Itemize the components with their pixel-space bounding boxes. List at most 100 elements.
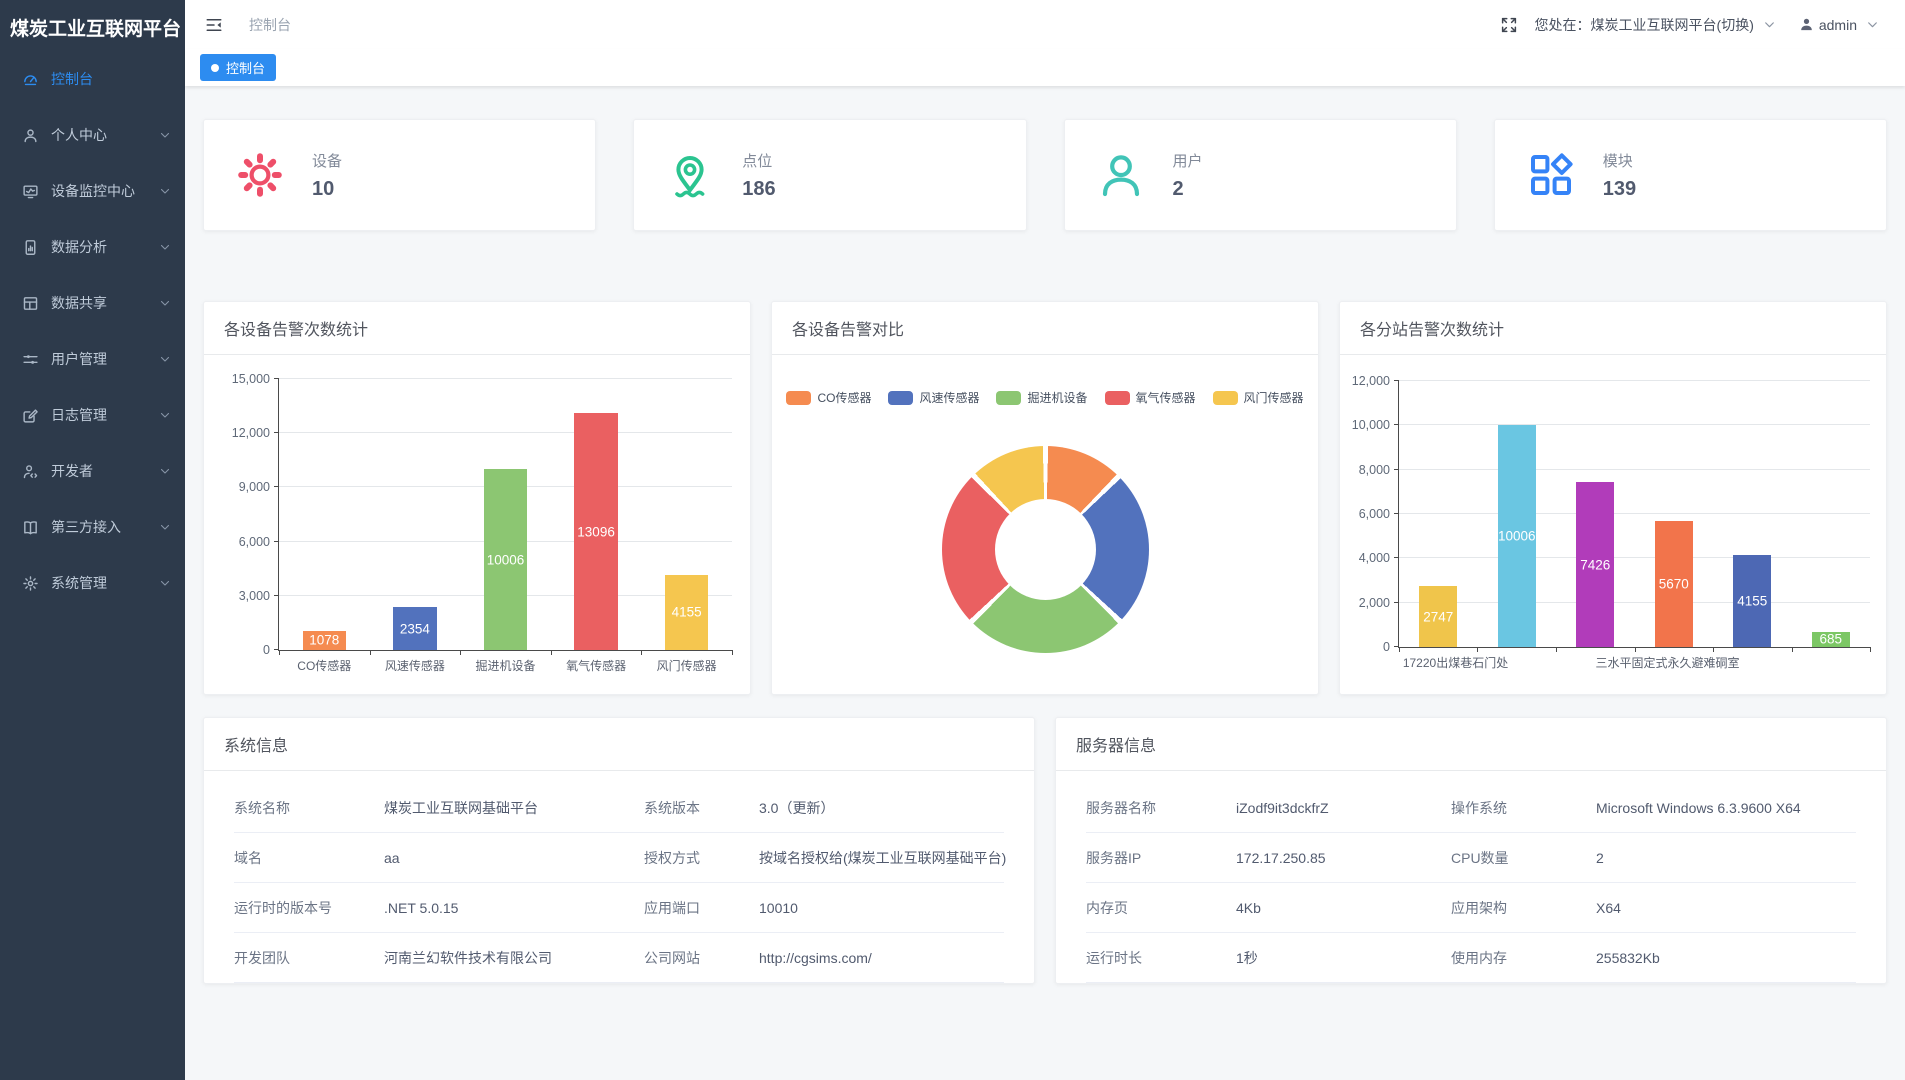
sidebar-item-developer[interactable]: 开发者 [0, 443, 185, 499]
y-axis-label: 4,000 [1358, 551, 1390, 566]
legend-label: 风门传感器 [1243, 391, 1304, 405]
info-table-row: 运行时的版本号 .NET 5.0.15 应用端口 10010 [234, 883, 1004, 933]
axis-group-label: 17220出煤巷石门处 [1402, 656, 1509, 670]
sidebar-item-personal[interactable]: 个人中心 [0, 107, 185, 163]
gridline [1399, 424, 1870, 426]
info-row: 系统信息 系统名称 煤炭工业互联网基础平台 系统版本 3.0（更新） 域名 aa 授权方式 按… [203, 717, 1887, 984]
topbar: 控制台 您处在：煤炭工业互联网平台(切换) admin [185, 0, 1905, 49]
sidebar-item-device-monitor[interactable]: 设备监控中心 [0, 163, 185, 219]
info-label: 公司网站 [644, 949, 700, 966]
x-axis-tick [550, 650, 552, 655]
sidebar-item-data-share[interactable]: 数据共享 [0, 275, 185, 331]
breadcrumb[interactable]: 控制台 [249, 16, 291, 33]
stat-value: 139 [1602, 177, 1637, 200]
sidebar-item-user-manage[interactable]: 用户管理 [0, 331, 185, 387]
info-value: .NET 5.0.15 [384, 899, 459, 916]
axis-category-label: 掘进机设备 [475, 659, 536, 673]
stat-label: 模块 [1602, 152, 1633, 170]
legend-item-4[interactable]: 氧气传感器 [1104, 389, 1196, 406]
sidebar-item-data-analysis[interactable]: 数据分析 [0, 219, 185, 275]
bar-slot: 2747 [1399, 381, 1478, 647]
chevron-down-icon [159, 241, 171, 253]
chart-row: 各设备告警次数统计 0 3,000 6,000 9,000 12,000 15,000 10… [203, 301, 1887, 695]
legend-item-5[interactable]: 风门传感器 [1212, 389, 1304, 406]
info-value: aa [384, 849, 400, 866]
bar-plot: 0 2,000 4,000 6,000 8,000 10,000 12,000 2747 100… [1352, 374, 1871, 670]
device-alarm-count-chart-card: 各设备告警次数统计 0 3,000 6,000 9,000 12,000 15,000 10… [203, 301, 751, 695]
info-label: 域名 [234, 849, 262, 866]
axis-category-label: CO传感器 [297, 659, 352, 673]
y-axis-tick [1394, 380, 1399, 381]
bar-slot: 13096 [551, 379, 642, 650]
sidebar-item-label: 数据分析 [51, 239, 107, 255]
dev-person-icon [22, 463, 39, 480]
bar-value-label: 4155 [1737, 593, 1768, 609]
bar-value-label: 1078 [309, 632, 340, 648]
chevron-down-icon[interactable] [1866, 18, 1879, 31]
topbar-right: 您处在：煤炭工业互联网平台(切换) admin [1500, 15, 1879, 35]
gridline [279, 378, 732, 379]
y-axis-label: 12,000 [1351, 374, 1390, 388]
device-alarm-donut-chart: CO传感器 风速传感器 掘进机设备 氧气传感器 风门传感器 [772, 355, 1318, 695]
sidebar: 煤炭工业互联网平台 控制台 个人中心 设备监控中心 数据分析 数据共享 用户管理 日志管理开… [0, 0, 185, 1080]
bar-value-label: 10006 [1497, 528, 1536, 544]
y-axis-label: 9,000 [238, 480, 270, 495]
tab-strip: 控制台 [185, 49, 1905, 86]
info-table-row: 系统名称 煤炭工业互联网基础平台 系统版本 3.0（更新） [234, 783, 1004, 833]
tenant-location-label[interactable]: 您处在：煤炭工业互联网平台(切换) [1534, 16, 1754, 33]
person-icon [22, 127, 39, 144]
info-value: 4Kb [1236, 899, 1261, 916]
y-axis-label: 0 [263, 643, 270, 657]
y-axis-label: 6,000 [238, 534, 270, 549]
legend-label: CO传感器 [817, 391, 872, 405]
stat-label: 设备 [312, 152, 343, 170]
username[interactable]: admin [1818, 16, 1857, 33]
station-alarm-bar-chart: 0 2,000 4,000 6,000 8,000 10,000 12,000 2747 100… [1340, 355, 1886, 695]
bar-value-label: 7426 [1580, 557, 1611, 573]
bar: 1078 [302, 630, 347, 650]
sidebar-item-third-party[interactable]: 第三方接入 [0, 499, 185, 555]
news-icon [22, 295, 39, 312]
bar-value-label: 5670 [1658, 576, 1689, 592]
sidebar-item-label: 个人中心 [51, 127, 107, 143]
x-axis-tick [641, 650, 643, 655]
x-axis-tick [1712, 647, 1714, 652]
y-axis-label: 2,000 [1358, 595, 1390, 610]
gridline [1399, 601, 1870, 603]
bar: 685 [1811, 631, 1850, 647]
bar-slot: 2354 [370, 379, 461, 650]
bar-value-label: 4155 [671, 604, 702, 620]
bars: 2747 10006 7426 5670 4155 685 [1399, 381, 1870, 647]
info-label: 应用架构 [1451, 899, 1507, 916]
sidebar-item-label: 控制台 [51, 71, 93, 87]
stat-card-设备: 设备 10 [203, 119, 597, 231]
x-axis-labels: CO传感器 风速传感器 掘进机设备 氧气传感器 风门传感器 [279, 657, 732, 674]
gridline [1399, 513, 1870, 514]
sidebar-item-label: 开发者 [51, 463, 93, 479]
y-axis-tick [1394, 513, 1399, 514]
tab-console[interactable]: 控制台 [200, 54, 277, 81]
bar-slot: 5670 [1635, 381, 1714, 647]
axis-category-label: 风速传感器 [384, 659, 445, 673]
stat-text: 设备 10 [312, 150, 342, 201]
bar-slot: 10006 [460, 379, 551, 650]
sidebar-item-system-manage[interactable]: 系统管理 [0, 555, 185, 611]
gear-big-icon [236, 151, 284, 199]
collapse-menu-icon[interactable] [205, 16, 223, 34]
y-axis-label: 12,000 [231, 426, 270, 441]
legend-item-3[interactable]: 掘进机设备 [996, 389, 1088, 406]
legend-item-2[interactable]: 风速传感器 [888, 389, 979, 406]
sidebar-item-console[interactable]: 控制台 [0, 51, 185, 107]
info-label: 操作系统 [1451, 799, 1507, 816]
info-table-row: 服务器IP 172.17.250.85 CPU数量 2 [1086, 833, 1856, 883]
bar: 2747 [1419, 586, 1458, 647]
gridline [279, 432, 732, 434]
bar-slot: 4155 [1713, 381, 1792, 647]
chevron-down-icon [159, 465, 171, 477]
sidebar-item-log-manage[interactable]: 日志管理 [0, 387, 185, 443]
sidebar-nav: 控制台个人中心设备监控中心数据分析数据共享 用户管理 日志管理开发者第三方接入 系统管… [0, 51, 185, 611]
info-label: 使用内存 [1451, 949, 1507, 966]
chevron-down-icon[interactable] [1763, 18, 1776, 31]
fullscreen-icon[interactable] [1500, 16, 1518, 34]
legend-item-1[interactable]: CO传感器 [786, 389, 871, 406]
